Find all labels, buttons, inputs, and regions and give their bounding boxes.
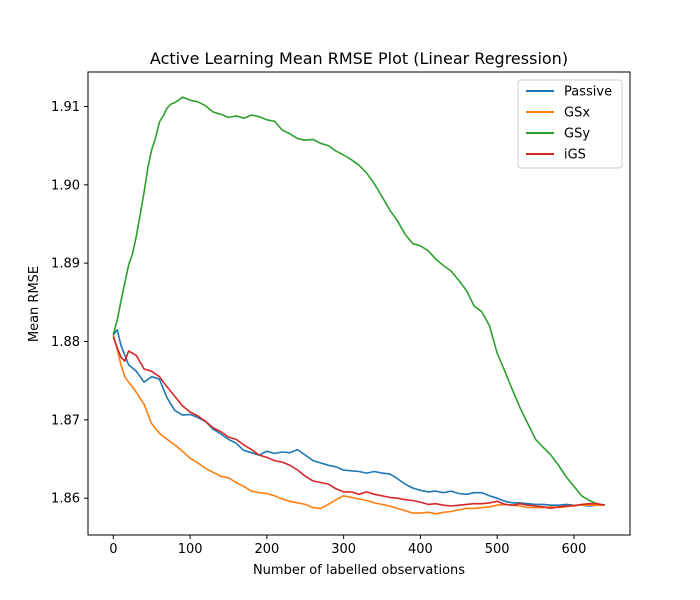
x-tick-label: 200 (254, 542, 279, 557)
y-tick-label: 1.91 (51, 100, 80, 115)
x-tick-label: 300 (331, 542, 356, 557)
series-line-passive (112, 328, 605, 507)
y-axis: 1.86 1.87 1.88 1.89 1.90 1.91 (51, 100, 88, 507)
y-tick-label: 1.86 (51, 492, 80, 507)
x-tick-label: 500 (485, 542, 510, 557)
x-axis: 0 100 200 300 400 500 600 (109, 535, 586, 557)
series-line-gsy (112, 96, 605, 506)
y-tick-label: 1.87 (51, 413, 80, 428)
legend-box (517, 79, 623, 169)
chart-title: Active Learning Mean RMSE Plot (Linear R… (150, 49, 568, 68)
legend-label-gsx: GSx (564, 106, 590, 121)
x-tick-label: 0 (109, 542, 117, 557)
series-line-igs (112, 336, 605, 510)
y-tick-label: 1.88 (51, 335, 80, 350)
legend-label-gsy: GSy (564, 127, 590, 142)
x-tick-label: 600 (562, 542, 587, 557)
plot-frame (87, 71, 631, 536)
y-tick-label: 1.89 (51, 257, 80, 272)
x-tick-label: 400 (408, 542, 433, 557)
legend-label-passive: Passive (564, 85, 612, 100)
x-axis-label: Number of labelled observations (253, 563, 465, 578)
legend: Passive GSx GSy iGS (517, 79, 623, 169)
legend-label-igs: iGS (564, 148, 586, 163)
y-axis-label: Mean RMSE (27, 266, 42, 342)
series-line-gsx (112, 334, 605, 515)
series-layer (112, 96, 605, 515)
y-tick-label: 1.90 (51, 178, 80, 193)
x-tick-label: 100 (178, 542, 203, 557)
